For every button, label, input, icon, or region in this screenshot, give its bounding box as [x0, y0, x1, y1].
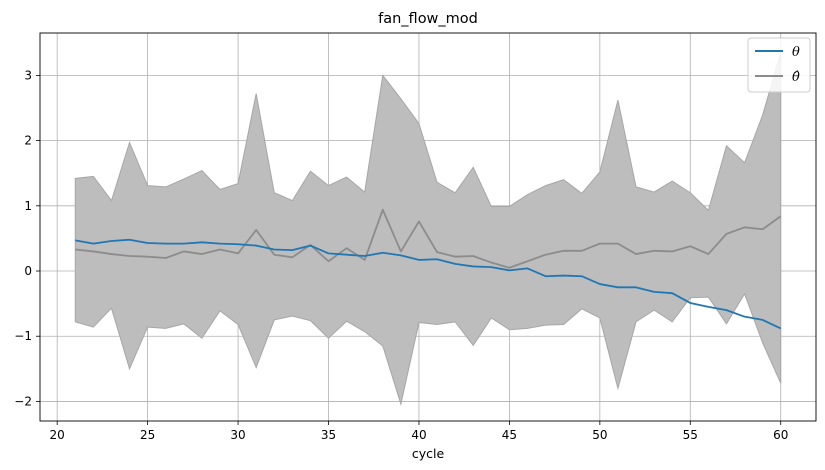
legend: θ θ̂	[747, 37, 811, 93]
x-tick-label: 40	[411, 428, 426, 442]
chart-title: fan_flow_mod	[378, 11, 478, 27]
x-tick-label: 30	[230, 428, 245, 442]
confidence-band	[74, 52, 782, 406]
x-tick-label: 25	[140, 428, 155, 442]
series-line-theta-hat	[75, 208, 782, 269]
x-tick-label: 50	[592, 428, 607, 442]
y-ticks: −2 −1 0 1 2 3	[14, 68, 40, 408]
y-tick-label: −2	[14, 394, 32, 408]
series-lines	[75, 208, 782, 330]
x-axis-label: cycle	[412, 446, 445, 461]
x-tick-label: 45	[502, 428, 517, 442]
y-tick-label: 2	[24, 134, 32, 148]
x-ticks: 20 25 30 35 40 45 50 55 60	[50, 421, 788, 442]
legend-box	[747, 37, 811, 93]
x-tick-label: 35	[321, 428, 336, 442]
y-tick-label: 1	[24, 199, 32, 213]
plot-frame	[39, 32, 817, 422]
band-area	[74, 52, 782, 406]
y-tick-label: 3	[24, 68, 32, 82]
x-tick-label: 55	[683, 428, 698, 442]
legend-label-theta-hat: θ̂	[792, 70, 800, 85]
x-tick-label: 60	[773, 428, 788, 442]
series-line-theta	[75, 238, 782, 330]
y-tick-label: 0	[24, 264, 32, 278]
x-tick-label: 20	[50, 428, 65, 442]
y-tick-label: −1	[14, 329, 32, 343]
legend-label-theta: θ	[792, 45, 800, 60]
